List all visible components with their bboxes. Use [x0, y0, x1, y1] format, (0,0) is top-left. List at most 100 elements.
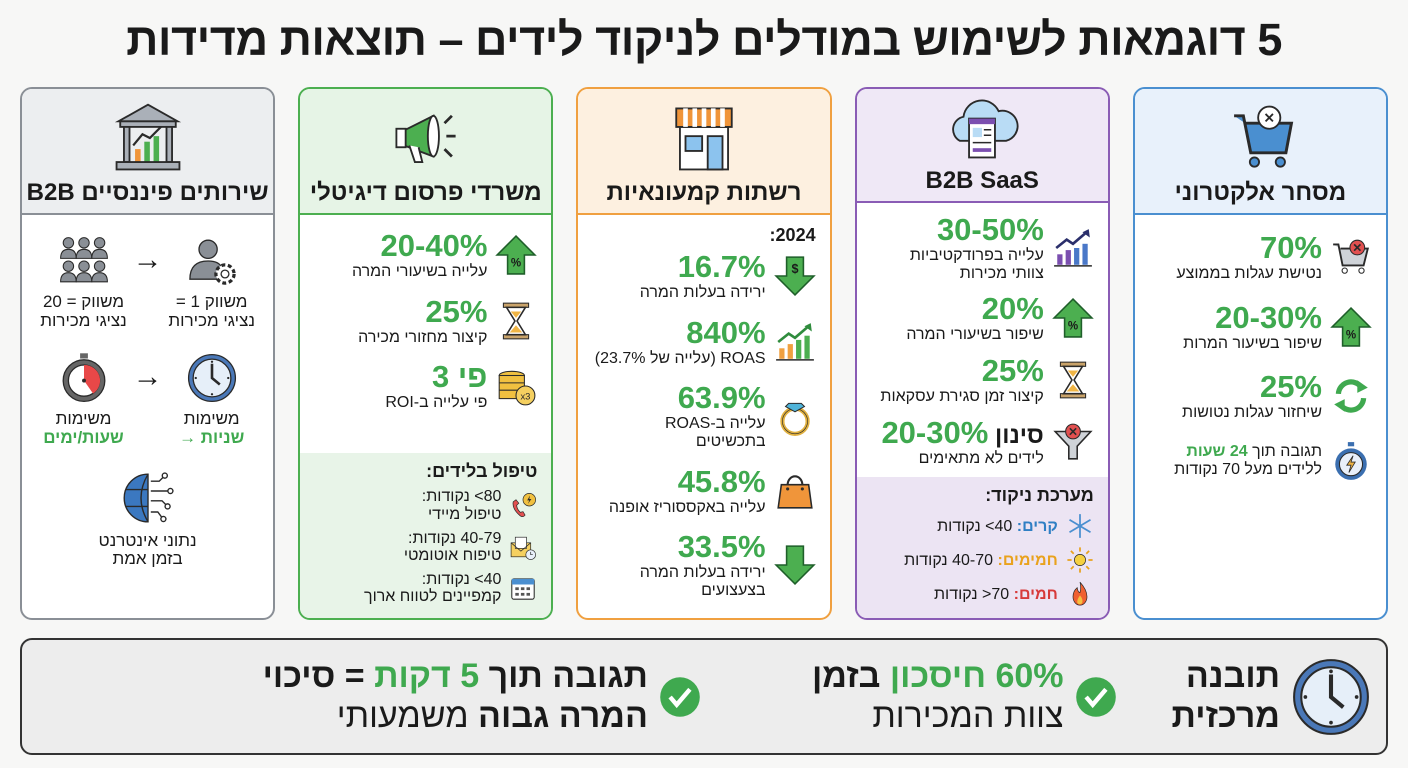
stat-label: עלייה ב-ROAS בתכשיטים: [592, 415, 766, 450]
stat-text: 20-30% שיפור בשיעור המרות: [1183, 300, 1322, 353]
stat-text: 840% ROAS (עלייה של 23.7%): [595, 314, 766, 368]
footer-line1: חמים: 70< נקודות: [934, 586, 1058, 604]
footer-text: קרים: 40> נקודות: [937, 518, 1058, 536]
label-text: תגובה תוך: [1247, 443, 1322, 461]
insight-line1: תובנה: [1185, 657, 1280, 696]
stat-item: 33.5% ירידה בעלות המרה בצעצועים: [592, 530, 816, 599]
point2-bold: המרה גבוה: [478, 696, 648, 735]
svg-text:$: $: [791, 262, 798, 276]
flow-line1: משווק 1 =: [175, 292, 248, 311]
label-text: לידים לא מתאימים: [918, 449, 1044, 467]
stat-number: 20-30%: [881, 414, 989, 450]
footer-text: 40-79 נקודות: טיפוח אוטומטי: [404, 530, 502, 565]
label-text: צוותי מכירות: [959, 264, 1044, 282]
flow-node-to: משימות שעות/ימים: [36, 352, 131, 447]
card-body: 2024: $16.7% ירידה בעלות המרה 840% ROAS (עלי…: [578, 215, 829, 618]
footer-line2: טיפול מיידי: [427, 506, 502, 524]
stat-value: 20%: [906, 292, 1044, 326]
stat-prefix: סינון: [988, 421, 1044, 449]
growth-chart-purple-icon: [1052, 227, 1094, 269]
footer-line1: 40-79 נקודות:: [404, 530, 501, 548]
stat-value: 840%: [595, 314, 766, 350]
label-text: בצעצועים: [701, 582, 766, 600]
stat-item: % 20% שיפור בשיעורי המרה: [871, 292, 1094, 344]
stat-text: 45.8% עלייה באקססוריז אופנה: [609, 464, 766, 517]
card-header: רשתות קמעונאיות: [578, 89, 830, 215]
stat-text: 20% שיפור בשיעורי המרה: [906, 292, 1043, 344]
footer-line1: 40> נקודות:: [364, 571, 502, 589]
tier-label: חמימים:: [997, 551, 1058, 569]
card-header: מסחר אלקטרוני: [1134, 89, 1386, 215]
flow-node-from: משווק 1 = נציגי מכירות: [164, 235, 259, 330]
stat-text: 30-50% עלייה בפרודקטיביות צוותי מכירות: [910, 212, 1044, 282]
stat-value: 25%: [880, 352, 1044, 388]
year-label: 2024:: [769, 225, 816, 245]
check-circle-icon: [1074, 675, 1118, 719]
label-text: קיצור מחזורי מכירה: [358, 328, 488, 346]
snowflake-icon: [1066, 512, 1094, 540]
flow-arrow: →: [132, 243, 163, 276]
stat-label: עלייה באקססוריז אופנה: [609, 499, 766, 517]
tier-label: קרים:: [1016, 517, 1058, 535]
insight-line2: מרכזית: [1171, 696, 1280, 735]
arrow-down-dollar-icon: $: [773, 255, 816, 297]
label-text: שיפור בשיעורי המרה: [906, 326, 1044, 344]
calendar-icon: [509, 574, 537, 602]
stat-number: 25%: [425, 293, 488, 329]
card-title: משרדי פרסום דיגיטלי: [309, 179, 542, 206]
hourglass-icon: [1052, 359, 1094, 401]
point2-line1: תגובה תוך 5 דקות = סיכוי: [263, 657, 648, 696]
stat-text: 16.7% ירידה בעלות המרה: [640, 249, 766, 302]
tier-range: 70< נקודות: [933, 585, 1014, 603]
stat-value: פי 3: [385, 360, 487, 394]
stat-number: 840%: [686, 314, 766, 350]
stat-label: ירידה בעלות המרה: [640, 564, 766, 582]
card-digital: משרדי פרסום דיגיטלי% 20-40% עלייה בשיעורי …: [298, 87, 554, 620]
tier-range: 80> נקודות:: [421, 488, 502, 506]
svg-text:%: %: [511, 257, 521, 269]
stat-label: שיפור בשיעור המרות: [1183, 335, 1322, 353]
flow-line1: משווק = 20: [42, 292, 125, 311]
people-group-icon: [58, 235, 110, 293]
card-saas: B2B SaaS 30-50% עלייה בפרודקטיביות צוותי מכ…: [854, 87, 1110, 620]
svg-text:%: %: [1068, 321, 1078, 333]
stat-text: 20-40% עלייה בשיעורי המרה: [352, 228, 487, 281]
insight-block: תובנה מרכזית: [1172, 656, 1372, 738]
stat-label: קיצור מחזורי מכירה: [358, 329, 487, 347]
tier-range: 40-70 נקודות: [904, 551, 998, 569]
footer-item: חמים: 70< נקודות: [871, 580, 1094, 608]
cart-x-icon: [1330, 236, 1372, 278]
stat-item: 45.8% עלייה באקססוריז אופנה: [592, 464, 816, 517]
cycle-arrows-icon: [1330, 375, 1372, 417]
stat-text: 33.5% ירידה בעלות המרה בצעצועים: [640, 530, 766, 599]
stat-label: שיפור בשיעורי המרה: [906, 326, 1043, 344]
stat-number: 30-50%: [936, 212, 1044, 247]
stat-value: 20-30%: [1183, 300, 1322, 335]
card-header: משרדי פרסום דיגיטלי: [300, 89, 552, 215]
stat-number: 25%: [981, 352, 1044, 388]
label-text: ללידים מעל 70 נקודות: [1174, 461, 1322, 479]
flow-row: משימות שניות → → משימות שעות/ימים: [36, 352, 259, 447]
card-footer: טיפול בלידים: 80> נקודות: טיפול מיידי 40-79…: [300, 453, 552, 618]
shopping-bag-icon: [774, 470, 816, 512]
footer-line1: 80> נקודות:: [422, 488, 502, 506]
card-title: שירותים פיננסיים B2B: [26, 179, 269, 206]
footer-line1: חמימים: 40-70 נקודות: [904, 552, 1058, 570]
stat-text: 25% קיצור זמן סגירת עסקאות: [880, 352, 1044, 406]
stat-number: 25%: [1259, 369, 1322, 405]
tier-label: חמים:: [1013, 585, 1058, 603]
flow-line1: משימות: [55, 409, 112, 429]
stat-item: 25% קיצור זמן סגירת עסקאות: [871, 352, 1094, 406]
stat-label: עלייה בפרודקטיביות: [910, 247, 1044, 265]
footer-line2: טיפוח אוטומטי: [403, 547, 502, 565]
stat-item: 70% נטישת עגלות בממוצע: [1149, 230, 1372, 283]
arrow-up-percent-icon: %: [495, 234, 538, 276]
fire-icon: [1066, 580, 1094, 608]
tier-range: 40> נקודות: [937, 517, 1017, 535]
stat-text: 63.9% עלייה ב-ROAS בתכשיטים: [592, 381, 766, 450]
person-gear-icon: [186, 235, 238, 293]
clock-icon: [186, 352, 238, 410]
card-footer: מערכת ניקוד: קרים: 40> נקודות חמימים: 40-7…: [856, 477, 1108, 618]
label-text: קיצור זמן סגירת עסקאות: [880, 388, 1044, 406]
stat-text: 70% נטישת עגלות בממוצע: [1176, 230, 1322, 283]
